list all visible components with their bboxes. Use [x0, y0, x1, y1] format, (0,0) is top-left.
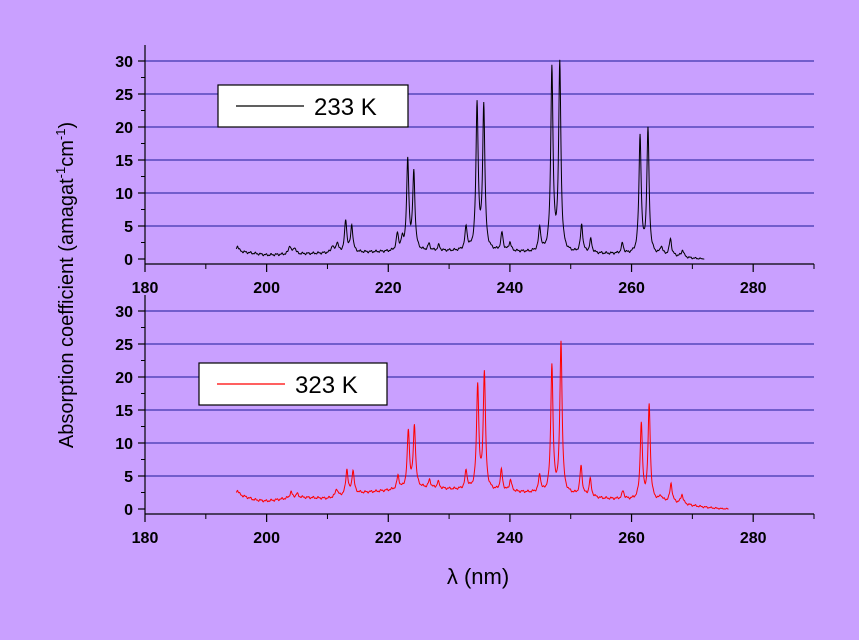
legend: 233 K — [217, 84, 409, 128]
panel-2: 0 5 10 15 20 25 30 180 200 220 240 260 280 323 K — [115, 295, 815, 547]
x-tick-label: 260 — [618, 530, 645, 547]
y-tick-label: 25 — [115, 337, 133, 354]
y-tick-label: 0 — [124, 502, 133, 519]
x-tick-label: 240 — [497, 280, 524, 297]
y-axis-label-main: Absorption coefficient (amagat — [56, 178, 78, 448]
x-tick-label: 280 — [740, 530, 767, 547]
x-tick-label: 240 — [497, 530, 524, 547]
y-axis-label-sup1: -1 — [53, 167, 68, 179]
panel-1: 0 5 10 15 20 25 30 180 200 220 240 260 280 233 K — [115, 45, 815, 297]
legend-label: 233 K — [314, 94, 377, 121]
legend-label: 323 K — [295, 372, 358, 399]
y-tick-label: 25 — [115, 87, 133, 104]
y-axis-label-end: ) — [56, 122, 78, 129]
y-tick-label: 10 — [115, 186, 133, 203]
x-tick-label: 220 — [375, 530, 402, 547]
y-tick-label: 20 — [115, 370, 133, 387]
x-axis-label: λ (nm) — [447, 564, 509, 589]
y-tick-label: 0 — [124, 252, 133, 269]
y-tick-label: 15 — [115, 153, 133, 170]
y-tick-label: 15 — [115, 403, 133, 420]
x-tick-label: 200 — [253, 530, 280, 547]
x-tick-label: 200 — [253, 280, 280, 297]
panels: 0 5 10 15 20 25 30 180 200 220 240 260 280 233 K 0 5 10 1… — [115, 45, 815, 547]
x-tick-label: 180 — [132, 530, 159, 547]
y-tick-label: 30 — [115, 304, 133, 321]
y-tick-label: 10 — [115, 436, 133, 453]
x-tick-label: 220 — [375, 280, 402, 297]
x-tick-label: 280 — [740, 280, 767, 297]
y-tick-label: 5 — [124, 219, 133, 236]
y-tick-label: 30 — [115, 54, 133, 71]
series-line — [235, 59, 705, 260]
series-line — [235, 340, 729, 510]
legend: 323 K — [198, 362, 388, 406]
y-axis-label: Absorption coefficient (amagat-1cm-1) — [53, 122, 78, 448]
x-tick-label: 180 — [132, 280, 159, 297]
y-tick-label: 5 — [124, 469, 133, 486]
y-axis-label-mid: cm — [56, 140, 78, 167]
y-axis-label-sup2: -1 — [53, 129, 68, 141]
y-tick-label: 20 — [115, 120, 133, 137]
x-tick-label: 260 — [618, 280, 645, 297]
